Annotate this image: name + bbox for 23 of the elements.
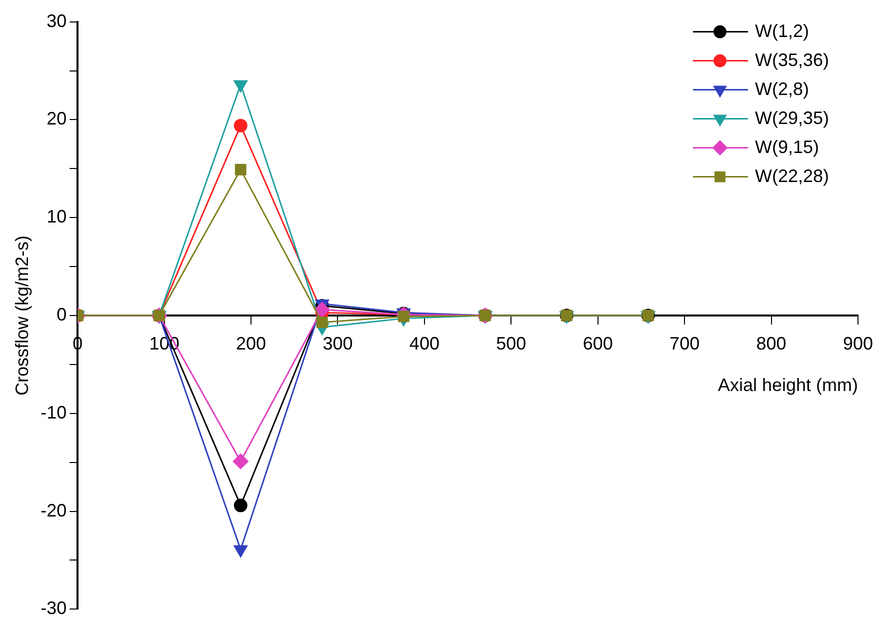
legend-label: W(2,8) bbox=[754, 78, 809, 99]
legend-label: W(29,35) bbox=[754, 108, 830, 128]
y-tick-label: 30 bbox=[46, 10, 67, 31]
x-tick-label: 300 bbox=[322, 333, 353, 354]
x-tick-label: 400 bbox=[409, 333, 440, 354]
legend-label: W(22,28) bbox=[754, 166, 830, 186]
x-tick-label: 500 bbox=[496, 333, 526, 354]
y-tick-label: 0 bbox=[56, 304, 67, 324]
y-tick-label: -20 bbox=[40, 500, 67, 520]
y-tick-label: 10 bbox=[46, 206, 67, 227]
x-tick-label: 900 bbox=[842, 333, 874, 354]
legend-label: W(1,2) bbox=[754, 20, 809, 41]
x-axis-title: Axial height (mm) bbox=[718, 374, 858, 395]
y-tick-label: -30 bbox=[40, 598, 67, 618]
x-tick-label: 600 bbox=[582, 333, 613, 354]
x-tick-label: 200 bbox=[236, 333, 266, 354]
legend-label: W(35,36) bbox=[754, 50, 830, 70]
x-tick-label: 700 bbox=[670, 333, 700, 354]
y-tick-label: 20 bbox=[46, 108, 67, 129]
y-axis-title: Crossflow (kg/m2-s) bbox=[12, 235, 32, 396]
y-tick-label: -10 bbox=[40, 402, 67, 422]
x-tick-label: 800 bbox=[756, 333, 786, 354]
legend-label: W(9,15) bbox=[754, 136, 819, 157]
